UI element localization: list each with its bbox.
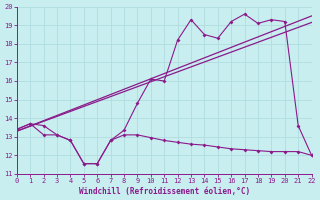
X-axis label: Windchill (Refroidissement éolien,°C): Windchill (Refroidissement éolien,°C) [79,187,250,196]
